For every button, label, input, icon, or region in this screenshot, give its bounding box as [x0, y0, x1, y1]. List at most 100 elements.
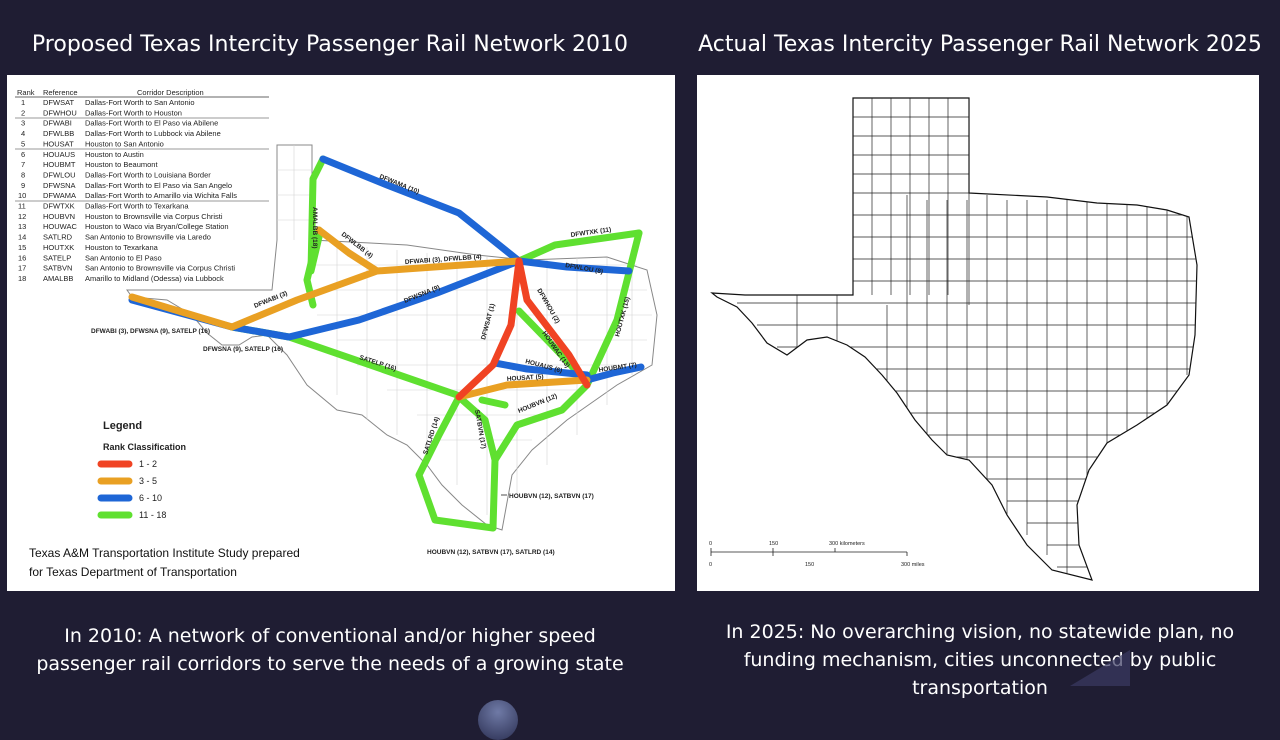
- route-satbvn: [455, 393, 499, 532]
- table-cell-reference: SATBVN: [43, 264, 72, 273]
- scale-mi-0: 0: [709, 562, 712, 568]
- table-cell-description: Dallas-Fort Worth to El Paso via Abilene: [85, 119, 218, 128]
- label-coast: HOUBVN (12), SATBVN (17): [509, 493, 594, 500]
- scale-mi-150: 150: [805, 562, 814, 568]
- legend-label: 6 - 10: [139, 493, 162, 503]
- table-cell-reference: DFWABI: [43, 119, 72, 128]
- table-cell-reference: AMALBB: [43, 274, 73, 283]
- legend-title: Legend: [103, 420, 142, 432]
- table-cell-rank: 2: [21, 108, 25, 117]
- table-cell-rank: 13: [18, 222, 26, 231]
- table-cell-rank: 4: [21, 129, 25, 138]
- scale-bar: 0 150 300 kilometers 0 150 300 miles: [709, 541, 925, 568]
- route-dfwlbb: [315, 226, 381, 275]
- source-note-line1: Texas A&M Transportation Institute Study…: [29, 546, 300, 560]
- proposed-network-map: Rank Reference Corridor Description 1 DFW…: [7, 75, 675, 591]
- right-title: Actual Texas Intercity Passenger Rail Ne…: [698, 32, 1262, 57]
- table-cell-reference: HOUBMT: [43, 160, 76, 169]
- route-dfwtxk: [515, 229, 643, 265]
- table-cell-description: Dallas-Fort Worth to San Antonio: [85, 98, 195, 107]
- table-cell-description: San Antonio to El Paso: [85, 253, 162, 262]
- table-cell-rank: 7: [21, 160, 25, 169]
- table-cell-reference: HOUAUS: [43, 150, 75, 159]
- table-cell-rank: 10: [18, 191, 26, 200]
- table-cell-reference: DFWLOU: [43, 170, 76, 179]
- legend-label: 3 - 5: [139, 476, 157, 486]
- label-elpaso-a: DFWABI (3), DFWSNA (9), SATELP (16): [91, 328, 210, 335]
- actual-network-map: 0 150 300 kilometers 0 150 300 miles: [697, 75, 1259, 591]
- label-elpaso-b: DFWSNA (9), SATELP (16): [203, 346, 283, 353]
- table-cell-description: Houston to Beaumont: [85, 160, 158, 169]
- table-cell-rank: 14: [18, 233, 26, 242]
- legend-label: 11 - 18: [139, 510, 166, 520]
- th-description: Corridor Description: [137, 88, 204, 97]
- route-dfwhou: [515, 257, 591, 389]
- table-cell-rank: 12: [18, 212, 26, 221]
- table-cell-rank: 8: [21, 170, 25, 179]
- table-cell-reference: SATLRD: [43, 233, 73, 242]
- table-cell-rank: 1: [21, 98, 25, 107]
- route-dfwlou: [515, 257, 633, 275]
- left-caption: In 2010: A network of conventional and/o…: [36, 625, 624, 675]
- table-cell-description: Houston to Austin: [85, 150, 144, 159]
- table-cell-rank: 9: [21, 181, 25, 190]
- decorative-orb: [478, 700, 518, 740]
- source-note-line2: for Texas Department of Transportation: [29, 565, 237, 579]
- route-dfwabi: [128, 257, 523, 331]
- map-legend: Legend Rank Classification 1 - 2 3 - 5 6 -…: [97, 420, 186, 520]
- table-cell-rank: 6: [21, 150, 25, 159]
- county-map-svg: 0 150 300 kilometers 0 150 300 miles: [709, 97, 1198, 581]
- table-cell-description: San Antonio to Brownsville via Corpus Ch…: [85, 264, 235, 273]
- label-south: HOUBVN (12), SATBVN (17), SATLRD (14): [427, 549, 555, 556]
- route-houtxk: [583, 229, 643, 389]
- route-houbmt: [583, 363, 645, 384]
- table-cell-rank: 5: [21, 139, 25, 148]
- texas-outline: [126, 144, 658, 531]
- table-cell-reference: DFWHOU: [43, 108, 77, 117]
- table-cell-description: Dallas-Fort Worth to El Paso via San Ang…: [85, 181, 232, 190]
- th-reference: Reference: [43, 88, 78, 97]
- left-title: Proposed Texas Intercity Passenger Rail …: [31, 32, 629, 57]
- table-cell-reference: HOUBVN: [43, 212, 75, 221]
- table-cell-description: Houston to Brownsville via Corpus Christ…: [85, 212, 223, 221]
- scale-km-0: 0: [709, 541, 712, 547]
- scale-mi-300: 300 miles: [901, 562, 925, 568]
- route-houbvn: [491, 381, 591, 464]
- table-cell-rank: 18: [18, 274, 26, 283]
- route-houaus: [491, 359, 591, 379]
- table-cell-description: Dallas-Fort Worth to Louisiana Border: [85, 170, 211, 179]
- table-cell-rank: 3: [21, 119, 25, 128]
- table-cell-description: Dallas-Fort Worth to Amarillo via Wichit…: [85, 191, 237, 200]
- corridor-table: Rank Reference Corridor Description 1 DFW…: [15, 88, 269, 283]
- route-satlrd: [415, 393, 497, 532]
- table-cell-reference: HOUSAT: [43, 139, 74, 148]
- proposed-map-svg: Rank Reference Corridor Description 1 DFW…: [15, 88, 658, 579]
- legend-subtitle: Rank Classification: [103, 442, 186, 452]
- table-cell-reference: DFWLBB: [43, 129, 74, 138]
- table-cell-reference: DFWTXK: [43, 202, 75, 211]
- table-cell-reference: DFWSAT: [43, 98, 75, 107]
- table-cell-rank: 15: [18, 243, 26, 252]
- table-cell-description: Houston to San Antonio: [85, 139, 164, 148]
- table-cell-reference: HOUWAC: [43, 222, 77, 231]
- county-grid: [277, 145, 652, 515]
- route-dfwsat: [455, 257, 523, 401]
- table-cell-description: Dallas-Fort Worth to Lubbock via Abilene: [85, 129, 221, 138]
- table-cell-reference: DFWSNA: [43, 181, 76, 190]
- table-cell-description: Houston to Texarkana: [85, 243, 159, 252]
- table-cell-reference: SATELP: [43, 253, 71, 262]
- decorative-triangle: [1070, 650, 1130, 686]
- table-cell-description: Dallas-Fort Worth to Texarkana: [85, 202, 189, 211]
- th-rank: Rank: [17, 88, 35, 97]
- table-cell-description: Dallas-Fort Worth to Houston: [85, 108, 182, 117]
- table-cell-rank: 11: [18, 202, 26, 211]
- scale-km-300: 300 kilometers: [829, 541, 865, 547]
- scale-km-150: 150: [769, 541, 778, 547]
- route-satlrd-2: [478, 396, 509, 409]
- table-cell-description: Amarillo to Midland (Odessa) via Lubbock: [85, 274, 224, 283]
- legend-label: 1 - 2: [139, 459, 157, 469]
- table-cell-rank: 17: [18, 264, 26, 273]
- table-cell-description: San Antonio to Brownsville via Laredo: [85, 233, 211, 242]
- route-housat: [455, 376, 591, 401]
- route-dfwama: [319, 155, 523, 265]
